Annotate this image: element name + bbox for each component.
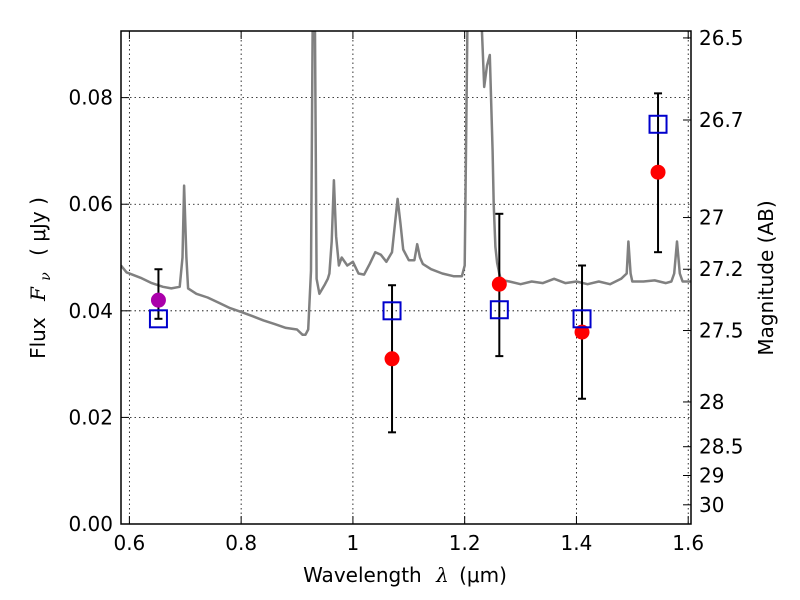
plot-frame [120, 30, 692, 525]
x-tick-label: 1.4 [561, 531, 593, 555]
model-spectrum-line [121, 31, 691, 337]
x-tick-label: 0.8 [225, 531, 257, 555]
y-tick-label: 0.04 [68, 299, 113, 323]
magnitude-tick-label: 27.2 [699, 257, 744, 281]
y-axis-title: Flux F ν ( μJy ) [26, 197, 55, 359]
x-axis-title: Wavelength λ (μm) [303, 563, 507, 587]
axis-ticks: 0.6 0.8 1 1.2 1.4 1.6 0.00 0.02 0.04 0.06 0.08 26.5… [68, 26, 743, 555]
x-tick-label: 1 [347, 531, 360, 555]
observed-point [384, 351, 400, 367]
y-tick-label: 0.06 [68, 192, 113, 216]
model-point [382, 301, 402, 321]
x-tick-label: 1.2 [449, 531, 481, 555]
y-axis-title-prefix: Flux [26, 317, 50, 359]
model-spectrum-layer [121, 31, 691, 337]
magnitude-tick-label: 30 [699, 493, 724, 517]
magnitude-tick-label: 27.5 [699, 319, 744, 343]
y-tick-label: 0.02 [68, 405, 113, 429]
x-axis-title-symbol: λ [435, 563, 449, 587]
model-point [489, 300, 509, 320]
y-axis-title-symbol: F [26, 286, 50, 302]
x-axis-title-unit: (μm) [459, 563, 507, 587]
magnitude-tick-label: 26.7 [699, 108, 744, 132]
magnitude-tick-label: 29 [699, 463, 724, 487]
y2-axis-title: Magnitude (AB) [754, 200, 778, 355]
observed-point [491, 276, 507, 292]
y-axis-title-subscript: ν [38, 272, 54, 281]
x-axis-title-prefix: Wavelength [303, 563, 422, 587]
model-point [572, 309, 592, 329]
observed-point [574, 324, 590, 340]
y-tick-label: 0.08 [68, 86, 113, 110]
observed-point [150, 292, 166, 308]
observed-point [650, 164, 666, 180]
model-point [648, 114, 668, 134]
photometry-points-layer [148, 92, 668, 434]
magnitude-tick-label: 28.5 [699, 435, 744, 459]
magnitude-tick-label: 27 [699, 206, 724, 230]
y-tick-label: 0.00 [68, 512, 113, 536]
model-point [148, 309, 168, 329]
magnitude-tick-label: 26.5 [699, 26, 744, 50]
grid-lines [121, 31, 691, 525]
y-axis-title-unit: ( μJy ) [26, 197, 50, 256]
x-tick-label: 1.6 [672, 531, 704, 555]
magnitude-tick-label: 28 [699, 390, 724, 414]
x-tick-label: 0.6 [113, 531, 145, 555]
